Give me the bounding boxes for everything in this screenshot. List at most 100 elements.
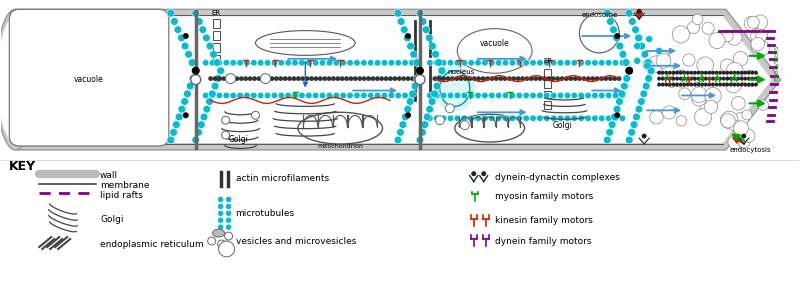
- Circle shape: [202, 34, 210, 42]
- Circle shape: [358, 76, 362, 81]
- Circle shape: [175, 113, 183, 121]
- Circle shape: [198, 121, 205, 128]
- Ellipse shape: [213, 229, 225, 237]
- Circle shape: [167, 136, 174, 144]
- Circle shape: [616, 42, 623, 50]
- Circle shape: [322, 76, 327, 81]
- Circle shape: [208, 237, 216, 245]
- Circle shape: [468, 92, 474, 99]
- Circle shape: [340, 92, 346, 99]
- Circle shape: [218, 203, 224, 209]
- Circle shape: [416, 67, 424, 74]
- Circle shape: [394, 136, 402, 144]
- Circle shape: [592, 92, 598, 99]
- Circle shape: [435, 116, 444, 125]
- Circle shape: [429, 42, 436, 50]
- Circle shape: [551, 76, 555, 81]
- Circle shape: [546, 76, 551, 81]
- Circle shape: [354, 60, 360, 66]
- Circle shape: [704, 83, 707, 86]
- Circle shape: [619, 92, 626, 99]
- Bar: [545, 80, 551, 87]
- Circle shape: [619, 50, 626, 58]
- Circle shape: [626, 67, 633, 74]
- Circle shape: [512, 76, 516, 81]
- Circle shape: [523, 92, 530, 99]
- Bar: [213, 19, 220, 28]
- Circle shape: [366, 76, 370, 81]
- Circle shape: [742, 134, 746, 139]
- Circle shape: [592, 115, 598, 121]
- Circle shape: [656, 51, 670, 65]
- Polygon shape: [15, 16, 772, 143]
- Circle shape: [192, 9, 199, 17]
- Circle shape: [402, 76, 406, 81]
- Circle shape: [502, 115, 509, 121]
- Text: microtubules: microtubules: [235, 209, 294, 218]
- Circle shape: [419, 18, 427, 25]
- Circle shape: [702, 22, 714, 34]
- Circle shape: [634, 42, 641, 49]
- Circle shape: [216, 60, 222, 66]
- Circle shape: [222, 76, 226, 81]
- Circle shape: [298, 60, 305, 66]
- Circle shape: [729, 77, 733, 80]
- Circle shape: [482, 115, 488, 121]
- Bar: [213, 55, 220, 64]
- Circle shape: [418, 129, 426, 136]
- Circle shape: [668, 77, 672, 80]
- Circle shape: [190, 75, 201, 85]
- Circle shape: [405, 112, 411, 118]
- Circle shape: [292, 60, 298, 66]
- Circle shape: [682, 77, 686, 80]
- Circle shape: [226, 224, 231, 230]
- Circle shape: [585, 115, 591, 121]
- Circle shape: [755, 41, 770, 55]
- Circle shape: [673, 71, 689, 87]
- Circle shape: [606, 115, 612, 121]
- Circle shape: [606, 129, 614, 136]
- Circle shape: [645, 75, 653, 82]
- Circle shape: [743, 77, 747, 80]
- Circle shape: [409, 92, 415, 99]
- Circle shape: [578, 60, 584, 66]
- Circle shape: [573, 76, 578, 81]
- Circle shape: [167, 9, 174, 17]
- Circle shape: [558, 92, 564, 99]
- Circle shape: [217, 67, 225, 74]
- Circle shape: [634, 57, 641, 64]
- Bar: [213, 31, 220, 40]
- Circle shape: [333, 92, 339, 99]
- Circle shape: [170, 18, 178, 25]
- Circle shape: [543, 92, 550, 99]
- Circle shape: [613, 76, 617, 81]
- Circle shape: [564, 92, 570, 99]
- Circle shape: [736, 83, 740, 86]
- Circle shape: [650, 111, 663, 124]
- Circle shape: [626, 67, 633, 75]
- Circle shape: [733, 83, 736, 86]
- Circle shape: [382, 92, 388, 99]
- Circle shape: [638, 42, 646, 50]
- Circle shape: [507, 76, 512, 81]
- Circle shape: [426, 105, 434, 113]
- Circle shape: [313, 92, 319, 99]
- Circle shape: [353, 76, 358, 81]
- Circle shape: [434, 60, 440, 66]
- Circle shape: [510, 60, 515, 66]
- Circle shape: [537, 60, 543, 66]
- Circle shape: [209, 76, 213, 81]
- Circle shape: [461, 92, 467, 99]
- Circle shape: [206, 42, 214, 50]
- Circle shape: [406, 42, 414, 50]
- Text: wall: wall: [100, 171, 118, 180]
- Circle shape: [379, 76, 384, 81]
- Circle shape: [740, 71, 743, 74]
- Circle shape: [326, 92, 333, 99]
- Circle shape: [278, 76, 283, 81]
- Circle shape: [222, 116, 230, 124]
- Circle shape: [446, 104, 454, 113]
- Circle shape: [438, 67, 446, 74]
- Circle shape: [472, 76, 477, 81]
- Circle shape: [732, 75, 743, 86]
